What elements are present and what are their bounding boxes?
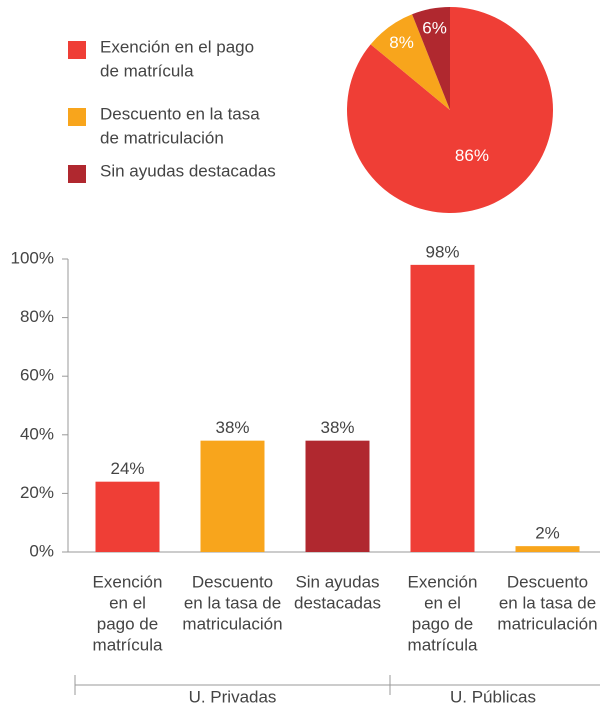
x-tick-label: Sin ayudas: [295, 572, 379, 591]
legend-label: Descuento en la tasa: [100, 104, 260, 123]
pie-slice: [412, 7, 450, 110]
slice-label: 6%: [422, 19, 447, 38]
x-tick-label: matrícula: [93, 635, 163, 654]
value-label: 98%: [425, 242, 459, 261]
x-tick-label: matriculación: [497, 614, 597, 633]
y-tick-label: 20%: [20, 483, 54, 502]
bar: [95, 481, 160, 552]
y-tick-label: 0%: [29, 541, 54, 560]
bar: [515, 546, 580, 552]
legend-swatch: [68, 41, 86, 59]
y-tick-label: 80%: [20, 307, 54, 326]
x-tick-label: destacadas: [294, 593, 381, 612]
legend-label: Sin ayudas destacadas: [100, 161, 276, 180]
x-tick-label: en la tasa de: [499, 593, 596, 612]
x-tick-label: Descuento: [507, 572, 588, 591]
y-tick-label: 100%: [11, 248, 54, 267]
y-tick-label: 60%: [20, 366, 54, 385]
x-tick-label: pago de: [412, 614, 473, 633]
bar: [200, 440, 265, 552]
group-label: U. Públicas: [450, 687, 536, 706]
value-label: 2%: [535, 524, 560, 543]
pie-slice: [370, 14, 450, 110]
x-tick-label: Descuento: [192, 572, 273, 591]
group-label: U. Privadas: [189, 687, 277, 706]
bar: [305, 440, 370, 552]
legend-label: Exención en el pago: [100, 37, 254, 56]
slice-label: 8%: [389, 33, 414, 52]
legend-label: de matriculación: [100, 128, 224, 147]
x-tick-label: matrícula: [408, 635, 478, 654]
x-tick-label: pago de: [97, 614, 158, 633]
x-tick-label: matriculación: [182, 614, 282, 633]
x-tick-label: en la tasa de: [184, 593, 281, 612]
x-tick-label: en el: [109, 593, 146, 612]
slice-label: 86%: [455, 146, 489, 165]
x-tick-label: Exención: [408, 572, 478, 591]
legend-swatch: [68, 165, 86, 183]
bar: [410, 264, 475, 552]
x-tick-label: en el: [424, 593, 461, 612]
legend-swatch: [68, 108, 86, 126]
value-label: 38%: [320, 418, 354, 437]
legend-label: de matrícula: [100, 61, 194, 80]
value-label: 24%: [110, 459, 144, 478]
x-tick-label: Exención: [93, 572, 163, 591]
value-label: 38%: [215, 418, 249, 437]
y-tick-label: 40%: [20, 424, 54, 443]
